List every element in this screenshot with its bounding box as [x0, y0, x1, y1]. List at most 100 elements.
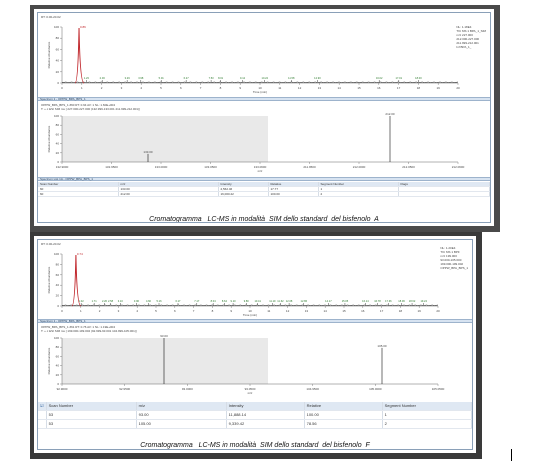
- row-spacer: [38, 410, 47, 420]
- chrom-info-line: NL: 1.18E4: [456, 25, 472, 29]
- y-tick-label: 20: [56, 70, 60, 74]
- minor-peak-label: 11.62: [277, 299, 284, 303]
- table-cell: 133.00: [118, 186, 219, 192]
- x-tick-label: 104.9500: [306, 387, 319, 391]
- row-spacer: [38, 419, 47, 429]
- spectrum-panel-a: OPPW_BPA_BPS_1 #60 RT: 0.94 AV: 1 NL: 1.…: [38, 102, 490, 176]
- spectrum-info-line: OPPW_BPA_BPS_1 #61 RT: 0.76 AV: 1 NL: 1.…: [41, 325, 116, 329]
- minor-peak-label: 3.96: [134, 299, 140, 303]
- x-tick-label: 11: [278, 86, 281, 90]
- table-row[interactable]: 53 105.00 9,339.42 78.56 2: [38, 419, 472, 429]
- minor-peak-label: 2.03: [100, 76, 106, 80]
- spectrum-bar-f: Spectrum 1 - OPPW_BPA_BPS_1: [38, 319, 472, 323]
- minor-peak-label: 16.14: [362, 299, 369, 303]
- table-cell: 93.00: [136, 410, 227, 420]
- x-tick-label: 8: [220, 86, 222, 90]
- minor-peak-label: 10.24: [262, 76, 269, 80]
- column-header[interactable]: Segment Number: [382, 402, 472, 411]
- minor-peak-label: 9.80: [244, 299, 250, 303]
- y-tick-label: 100: [54, 336, 59, 340]
- column-header[interactable]: Relative: [268, 182, 319, 187]
- x-tick-label: 15: [357, 86, 361, 90]
- chrom-info-f: NL: 1.20E4 TIC MS 1 BPF m/z 199.000 93.0…: [440, 246, 468, 270]
- minor-peak-label: 5.16: [156, 299, 162, 303]
- chrom-header-a: RT: 0.00-20.02: [41, 15, 61, 19]
- minor-peak-label: 12.90: [314, 76, 321, 80]
- x-tick-label: 2: [99, 309, 101, 313]
- screenshot-a-window: RT: 0.00-20.02 NL: 1.18E4 TIC MS 1 BPA_1…: [37, 12, 491, 223]
- column-header[interactable]: Intensity: [218, 182, 269, 187]
- chromatogram-peak: [74, 27, 85, 84]
- minor-peak-label: 3.98: [138, 76, 144, 80]
- spectrum-bar-title-a: Spectrum 1 - OPPW_BPA_BPS_1: [40, 97, 86, 101]
- spectrum-shaded-region: [62, 116, 268, 162]
- x-tick-label: 133.0500: [204, 165, 217, 169]
- x-tick-label: 92.9500: [119, 387, 130, 391]
- minor-peak-label: 18.06: [398, 299, 405, 303]
- y-tick-label: 80: [56, 262, 60, 266]
- spectrum-panel-f: OPPW_BPA_BPS_1 #61 RT: 0.76 AV: 1 NL: 1.…: [38, 324, 472, 399]
- table-row[interactable]: 60 133.00 2,562.46 17.77 1: [38, 186, 490, 192]
- y-axis-label: Relative Abundance: [47, 266, 51, 293]
- x-tick-label: 212.0000: [353, 165, 366, 169]
- minor-peak-label: 8.64: [222, 299, 228, 303]
- column-header[interactable]: Flags: [398, 182, 490, 187]
- minor-peak-label: 18.00: [415, 76, 422, 80]
- x-tick-label: 5: [160, 86, 162, 90]
- spectrum-info-line: T: + c ESI SIM ms [ 227.000-227.000 (132…: [41, 107, 140, 111]
- x-tick-label: 211.9500: [303, 165, 316, 169]
- column-header[interactable]: m/z: [136, 402, 227, 411]
- column-header[interactable]: Scan Number: [46, 402, 137, 411]
- x-tick-label: 4: [136, 309, 138, 313]
- minor-peak-label: 12.86: [301, 299, 308, 303]
- spectrum-peak-label: 105.00: [377, 344, 387, 348]
- y-tick-label: 100: [54, 252, 59, 256]
- table-row[interactable]: 60 212.00 16,000.22 100.00 2: [38, 191, 490, 197]
- chrom-info-line: 93.000-105.000: [440, 258, 462, 262]
- column-header[interactable]: Scan Number: [38, 182, 119, 187]
- x-tick-label: 93.0500: [245, 387, 256, 391]
- table-select-icon[interactable]: ☑: [38, 402, 47, 411]
- x-tick-label: 6: [180, 86, 182, 90]
- table-cell: 60: [38, 186, 119, 192]
- spectrum-peak-label: 212.00: [385, 112, 395, 116]
- table-header-row: ☑ Scan Number m/z Intensity Relative Seg…: [38, 402, 472, 411]
- chromatogram-panel-f: RT: 0.00-20.02 NL: 1.20E4 TIC MS 1 BPF m…: [38, 240, 472, 318]
- x-tick-label: 10: [258, 86, 262, 90]
- x-tick-label: 133.0000: [155, 165, 168, 169]
- x-tick-label: 17: [380, 309, 384, 313]
- x-tick-label: 93.0000: [182, 387, 193, 391]
- scan-table-a: Scan Number m/z Intensity Relative Segme…: [38, 182, 490, 197]
- y-tick-label: 60: [56, 273, 60, 277]
- y-tick-label: 80: [56, 36, 60, 40]
- x-tick-label: 16: [361, 309, 365, 313]
- y-tick-label: 0: [57, 160, 59, 164]
- minor-peak-label: 5.01: [159, 76, 165, 80]
- minor-peak-label: 17.36: [385, 299, 392, 303]
- table-cell: 212.00: [118, 191, 219, 197]
- column-header[interactable]: m/z: [118, 182, 219, 187]
- x-tick-label: 7: [193, 309, 195, 313]
- table-cell: [398, 191, 490, 197]
- column-header[interactable]: Segment Number: [318, 182, 399, 187]
- y-tick-label: 100: [54, 25, 59, 29]
- x-tick-label: 5: [155, 309, 157, 313]
- spectrum-plot-a: 100 80 60 40 20 0 Relative Abundance 132.9000 13…: [47, 112, 465, 173]
- x-tick-label: 18: [399, 309, 403, 313]
- x-tick-label: 15: [342, 309, 346, 313]
- chrom-info-line: 212.000-227.000: [456, 37, 480, 41]
- table-cell: 9,339.42: [226, 419, 305, 429]
- table-row[interactable]: 53 93.00 11,888.14 100.00 1: [38, 410, 472, 420]
- column-header[interactable]: Intensity: [226, 402, 305, 411]
- x-tick-label: 105.0000: [369, 387, 382, 391]
- column-header[interactable]: Relative: [304, 402, 383, 411]
- minor-peak-label: 1.71: [92, 299, 98, 303]
- y-tick-label: 0: [57, 304, 59, 308]
- y-tick-label: 40: [56, 59, 60, 63]
- chromatogram-trace: [61, 81, 459, 83]
- x-axis-label: m/z: [258, 169, 263, 173]
- y-tick-label: 40: [56, 142, 60, 146]
- minor-peak-label: 11.58: [288, 76, 295, 80]
- minor-peak-label: 9.10: [231, 299, 237, 303]
- minor-peak-label: 19.24: [420, 299, 427, 303]
